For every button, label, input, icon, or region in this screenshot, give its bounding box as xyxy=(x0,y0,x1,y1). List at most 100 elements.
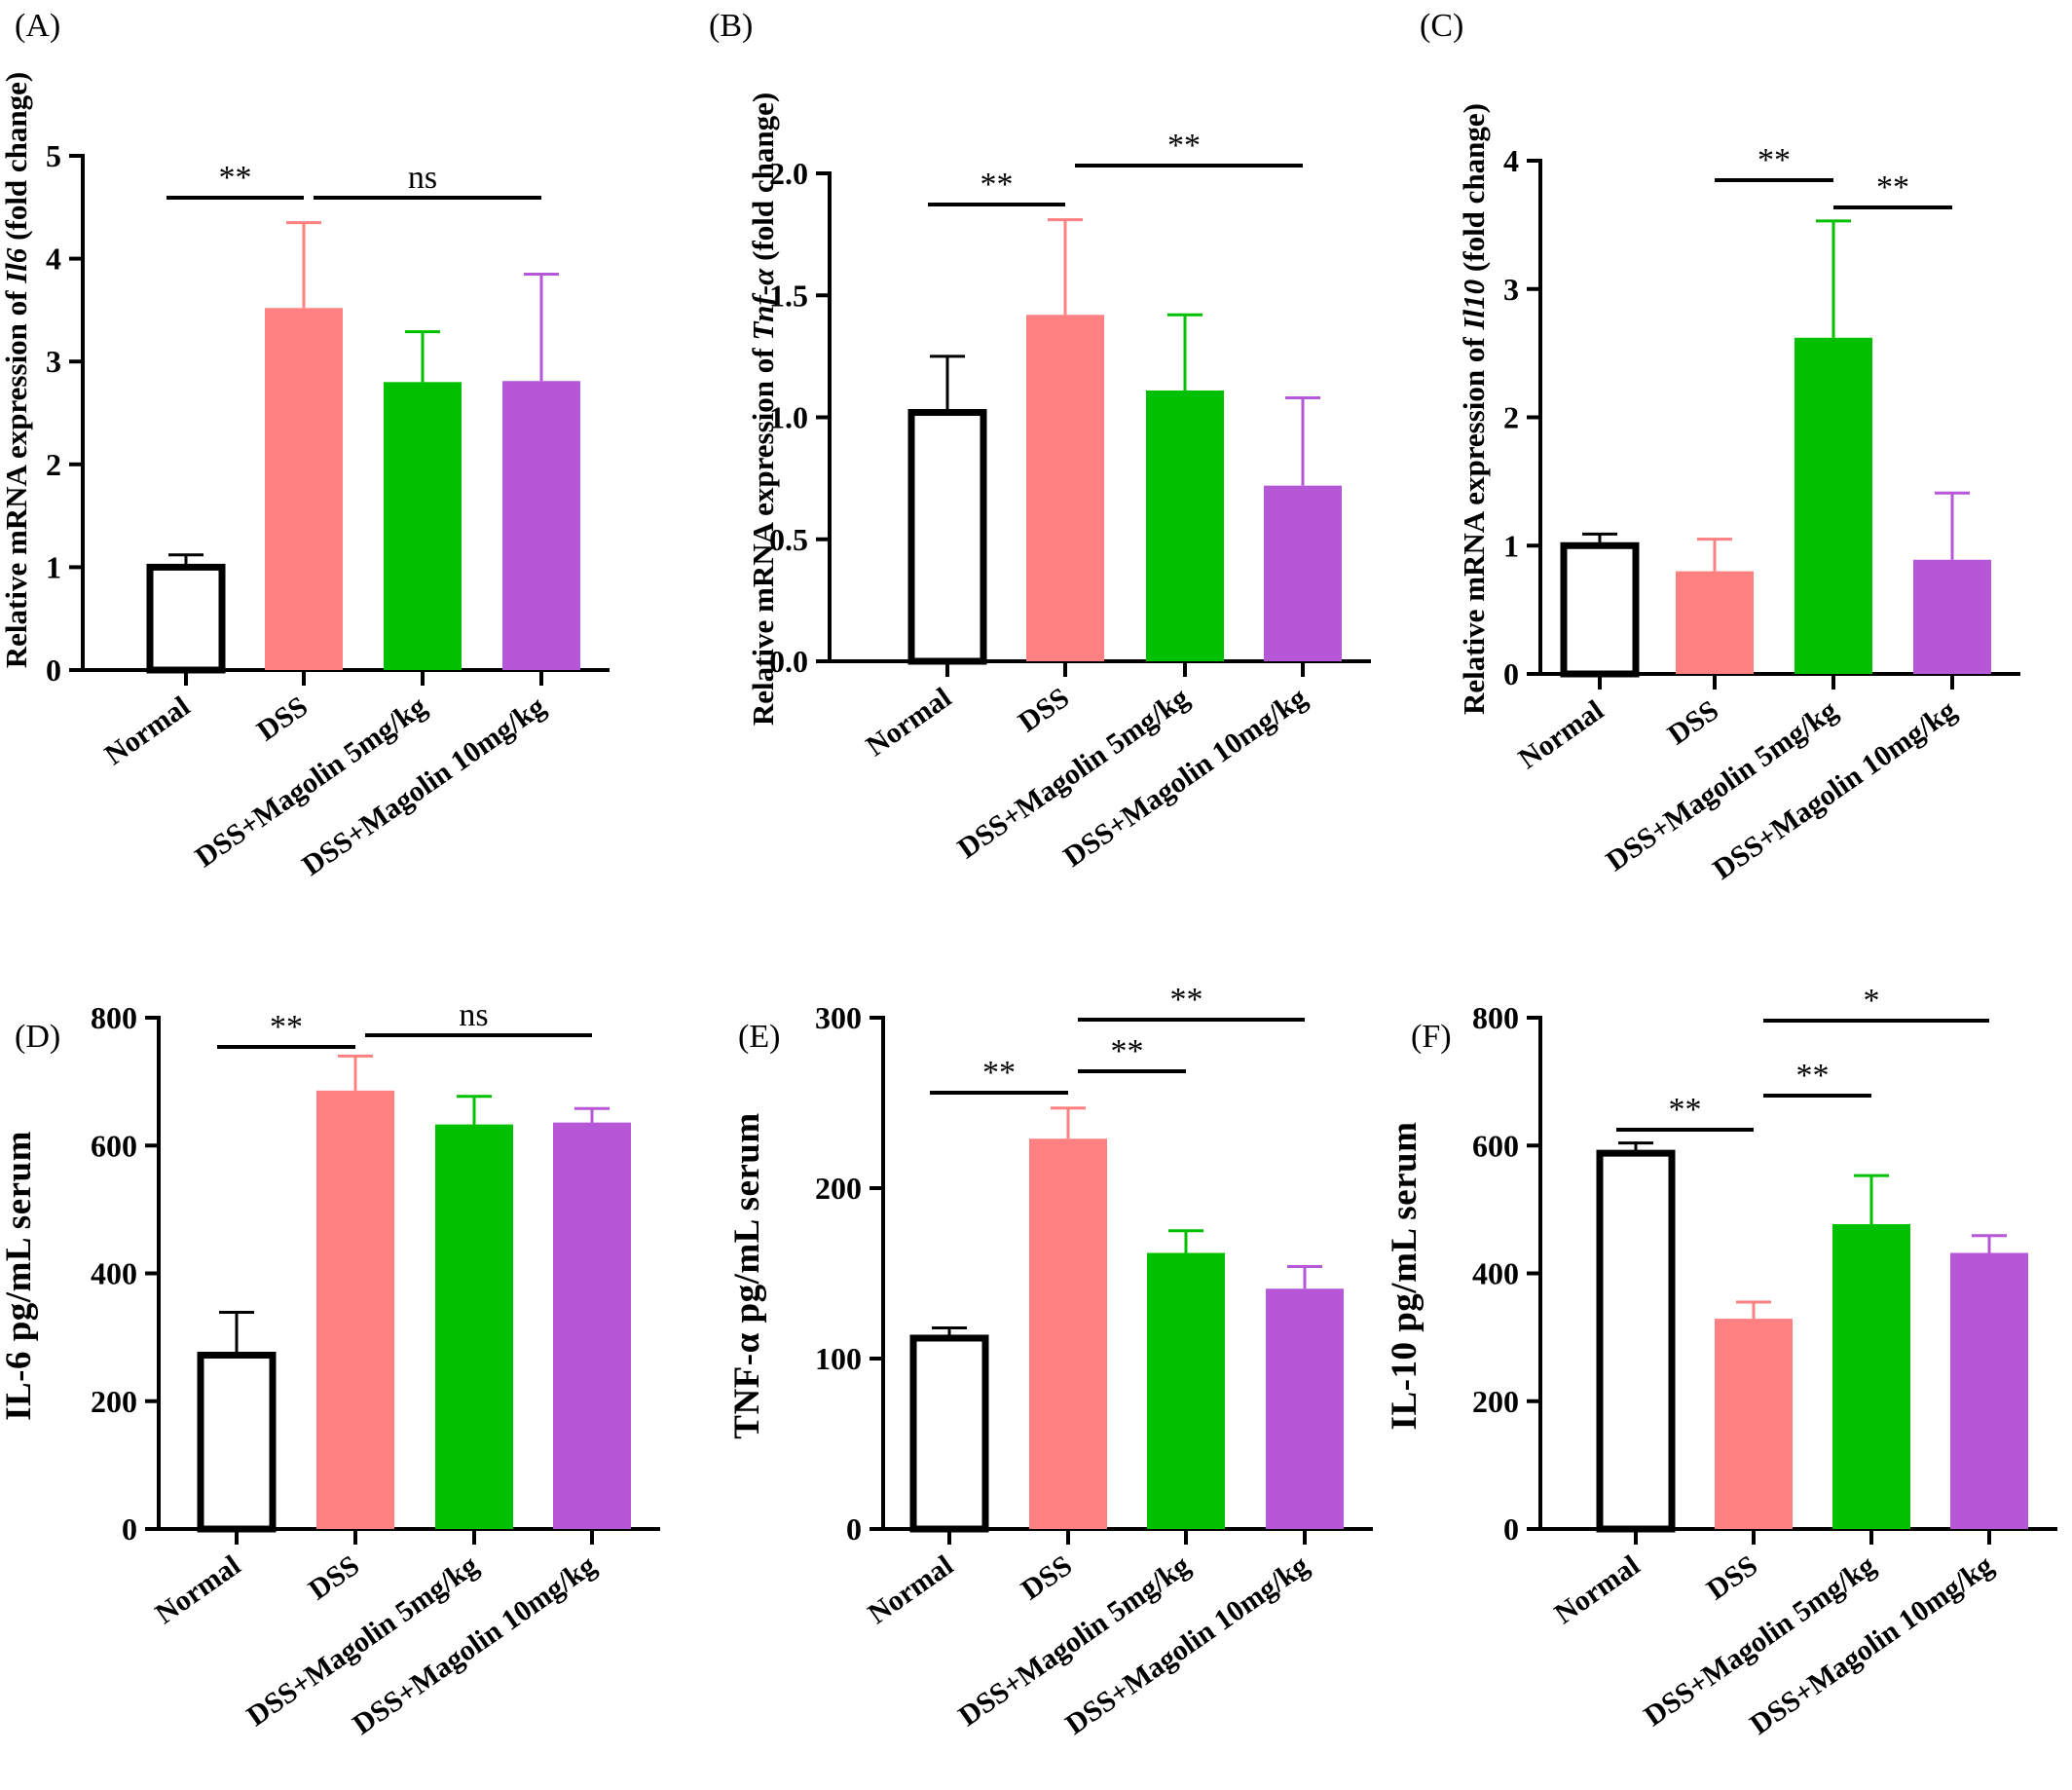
y-tick-label: 2.0 xyxy=(769,156,808,191)
significance-label: ** xyxy=(1758,142,1791,178)
y-axis-label-part: (fold change) xyxy=(746,93,780,269)
significance-label: * xyxy=(1864,983,1880,1019)
significance-label: ** xyxy=(980,167,1014,203)
bar-magolin-10 xyxy=(502,381,580,670)
y-tick-label: 1 xyxy=(1503,528,1519,563)
category-label: Normal xyxy=(861,682,957,763)
category-label: Normal xyxy=(1513,694,1610,775)
category-label: DSS xyxy=(251,690,314,748)
bar-dss xyxy=(1676,571,1754,674)
bar-dss xyxy=(316,1090,394,1529)
bar-magolin-5 xyxy=(1794,337,1872,674)
bar-magolin-10 xyxy=(553,1122,631,1529)
y-axis-label-gene: Il10 xyxy=(1457,280,1491,331)
category-label: Normal xyxy=(1549,1549,1646,1630)
bar-normal xyxy=(146,563,226,674)
category-label: DSS xyxy=(1662,694,1724,752)
y-tick-label: 0.5 xyxy=(769,522,808,557)
category-label: DSS xyxy=(1701,1549,1763,1607)
category-label: Normal xyxy=(99,690,196,771)
y-tick-label: 3 xyxy=(46,344,61,379)
y-axis-label-gene: Il6 xyxy=(0,247,33,284)
bar-normal xyxy=(197,1352,277,1533)
y-axis-label-part: TNF-α pg/mL serum xyxy=(727,1112,767,1438)
significance-label: ns xyxy=(408,160,437,196)
y-axis-label: IL-10 pg/mL serum xyxy=(1385,1122,1424,1431)
bar-magolin-10 xyxy=(1950,1252,2028,1529)
bar-magolin-10 xyxy=(1913,559,1991,674)
significance-label: ** xyxy=(982,1055,1016,1091)
panel-letter: (B) xyxy=(709,8,753,44)
bar-magolin-5 xyxy=(1146,390,1224,661)
y-tick-label: 200 xyxy=(91,1384,137,1419)
bar-magolin-5 xyxy=(1147,1252,1225,1529)
y-tick-label: 400 xyxy=(1472,1256,1519,1291)
significance-label: ** xyxy=(270,1009,303,1045)
bar-normal xyxy=(909,1334,989,1533)
bar-dss xyxy=(1026,315,1104,661)
y-tick-label: 3 xyxy=(1503,272,1519,307)
bar-normal xyxy=(1560,541,1640,678)
y-tick-label: 600 xyxy=(1472,1128,1519,1163)
panel-letter: (A) xyxy=(15,8,60,44)
y-axis-label-gene: Tnf-α xyxy=(746,268,780,341)
y-axis-label-part: IL-6 pg/mL serum xyxy=(0,1131,39,1421)
category-label: Normal xyxy=(863,1549,959,1630)
panel-a: (A) 0 1 2 3 4 5 Relative mRNA expression of Il6… xyxy=(0,8,610,882)
significance-label: ** xyxy=(1876,169,1909,205)
y-tick-label: 0 xyxy=(1503,1511,1519,1547)
significance-label: ** xyxy=(1669,1092,1702,1128)
y-tick-label: 600 xyxy=(91,1128,137,1163)
significance-label: ** xyxy=(1796,1058,1830,1094)
y-axis-label: Relative mRNA expression of Il6 (fold ch… xyxy=(0,72,33,669)
panel-letter: (E) xyxy=(738,1019,780,1055)
significance-label: ** xyxy=(219,160,252,196)
bar-magolin-5 xyxy=(1832,1223,1910,1529)
panel-f: (F) 0 200 400 600 800 IL-10 pg/mL serum Normal D… xyxy=(1385,983,2057,1741)
y-tick-label: 1.0 xyxy=(769,400,808,435)
y-axis-label: Relative mRNA expression of Tnf-α (fold … xyxy=(746,93,780,726)
y-tick-label: 0 xyxy=(46,653,61,688)
y-tick-label: 100 xyxy=(815,1341,862,1376)
bar-dss xyxy=(1715,1319,1793,1529)
bar-normal xyxy=(1596,1149,1676,1533)
y-tick-label: 300 xyxy=(815,1000,862,1035)
bar-magolin-5 xyxy=(384,382,462,670)
y-tick-label: 1 xyxy=(46,549,61,584)
significance-label: ** xyxy=(1111,1033,1144,1069)
y-tick-label: 1.5 xyxy=(769,278,808,313)
category-label: DSS xyxy=(303,1549,365,1607)
y-tick-label: 200 xyxy=(1472,1384,1519,1419)
y-axis-label-part: Relative mRNA expression of xyxy=(1457,330,1491,716)
y-axis-label: IL-6 pg/mL serum xyxy=(0,1131,39,1421)
y-tick-label: 800 xyxy=(1472,1000,1519,1035)
significance-label: ** xyxy=(1167,128,1201,164)
bar-normal xyxy=(907,408,987,665)
y-axis-label-part: IL-10 pg/mL serum xyxy=(1385,1122,1424,1431)
significance-label: ns xyxy=(459,997,488,1033)
bar-magolin-10 xyxy=(1266,1288,1344,1529)
y-tick-label: 4 xyxy=(1503,143,1519,178)
panel-c: (C) 0 1 2 3 4 Relative mRNA expression of Il10… xyxy=(1420,8,2020,886)
bar-dss xyxy=(265,308,343,670)
category-label: DSS xyxy=(1016,1549,1078,1607)
y-tick-label: 0.0 xyxy=(769,644,808,679)
y-axis-label: Relative mRNA expression of Il10 (fold c… xyxy=(1457,103,1491,715)
bar-dss xyxy=(1029,1138,1107,1529)
y-axis-label: TNF-α pg/mL serum xyxy=(727,1112,767,1438)
category-label: DSS xyxy=(1013,682,1075,739)
y-axis-label-part: Relative mRNA expression of xyxy=(0,283,33,669)
bar-magolin-5 xyxy=(435,1124,513,1529)
bar-magolin-10 xyxy=(1264,485,1342,661)
y-tick-label: 200 xyxy=(815,1171,862,1206)
y-axis-label-part: (fold change) xyxy=(1457,103,1491,280)
significance-label: ** xyxy=(1170,982,1203,1018)
y-tick-label: 800 xyxy=(91,1000,137,1035)
y-tick-label: 4 xyxy=(46,242,61,277)
y-tick-label: 2 xyxy=(46,447,61,482)
y-tick-label: 5 xyxy=(46,138,61,173)
panel-letter: (D) xyxy=(15,1019,60,1055)
